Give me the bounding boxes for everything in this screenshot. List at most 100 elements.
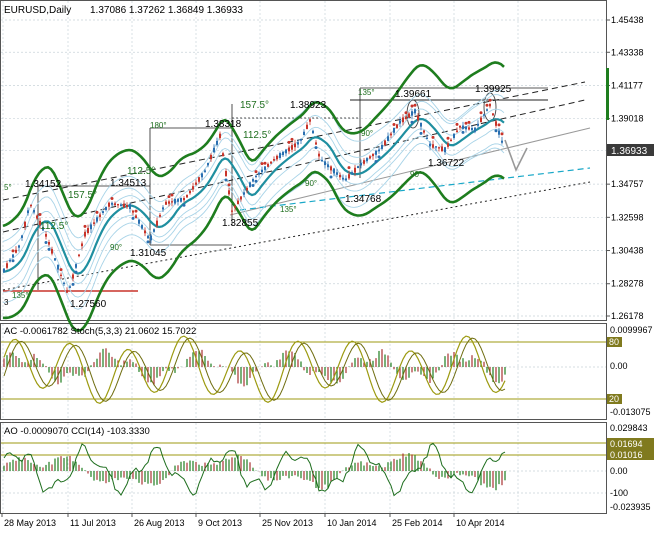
candle-body [258,172,260,175]
candle-body [153,229,155,232]
candle-body [279,153,281,158]
candle-body [396,124,398,128]
candle-body [327,164,329,168]
candle-body [429,143,431,147]
candle-body [462,125,464,129]
candle-body [288,147,290,152]
time-tick-label: 25 Feb 2014 [392,518,443,528]
candle-body [381,144,383,149]
ao-level-2-box [607,449,654,460]
annotation-label: 1.32855 [222,218,259,229]
candle-body [21,235,23,238]
price-tick-label: 1.41177 [611,80,643,90]
candle-body [318,153,320,157]
fractal-up-marker [446,136,450,140]
candle-body [315,142,317,145]
candle-body [24,221,26,227]
candle-body [75,264,77,268]
candle-body [483,114,485,116]
candle-body [147,235,149,239]
candle-body [297,142,299,145]
annotation-label: 90° [410,170,422,179]
annotation-label: 135° [280,205,297,214]
candle-body [294,143,296,148]
fractal-up-marker [497,123,501,127]
candle-body [66,290,68,293]
annotation-label: 157.5° [240,100,269,111]
annotation-label: 1.36722 [428,158,465,169]
fractal-up-marker [287,140,291,144]
fractal-up-marker [464,121,468,125]
ao-level-1-box [607,438,654,449]
ao-level-2: 0.01016 [610,450,643,460]
fractal-down-marker [131,216,135,220]
candle-body [432,144,434,148]
candle-body [252,179,254,182]
annotation-label: 1.38318 [205,119,242,130]
candle-body [189,190,191,194]
ao-level-1: 0.01694 [610,439,643,449]
time-tick-label: 11 Jul 2013 [70,518,116,528]
candle-body [489,103,491,107]
time-tick-label: 10 Jan 2014 [327,518,377,528]
candle-body [129,204,131,209]
candle-body [168,201,170,204]
annotation-label: 90° [110,243,122,252]
fractal-up-marker [263,161,267,165]
moving-average-line [2,117,505,275]
candle-body [162,207,164,210]
candle-body [498,130,500,135]
candle-body [192,186,194,190]
fractal-up-marker [404,111,408,115]
candle-body [333,168,335,174]
candle-body [201,173,203,178]
candle-body [219,133,221,138]
ac-tick-bottom: -0.013075 [610,407,651,417]
fractal-up-marker [254,170,258,174]
candle-body [30,204,32,207]
candle-body [6,263,8,268]
candle-body [486,109,488,111]
candle-body [180,197,182,202]
price-annotations: 1.34152 1.34513 1.38318 1.38923 1.39661 1.399… [4,84,512,310]
price-panel[interactable] [0,0,607,321]
fractal-up-marker [167,195,171,199]
candle-body [48,242,50,245]
fractal-up-marker [134,209,138,213]
candle-body [495,121,497,126]
ao-panel[interactable] [0,422,607,514]
trendline-cyan-dashed [239,167,591,211]
ac-panel[interactable] [0,323,607,420]
candle-body [273,159,275,161]
annotation-label: 112.5° [127,166,155,177]
candle-body [186,194,188,198]
fractal-up-marker [83,224,87,228]
candle-body [240,196,242,200]
price-tick-label: 1.30438 [611,246,644,256]
candle-body [360,163,362,166]
price-tick-label: 1.28278 [611,279,644,289]
envelope-inner-lower-1 [2,128,505,285]
candle-body [105,206,107,210]
candle-body [366,158,368,162]
candle-body [435,146,437,148]
candle-body [444,147,446,153]
time-tick-label: 10 Apr 2014 [456,518,505,528]
price-tick-label: 1.39018 [611,114,644,124]
candle-body [177,199,179,202]
candle-body [357,166,359,169]
fractal-up-marker [59,268,63,272]
fractal-down-marker [461,130,465,134]
ac-level-20: 20 [609,394,619,404]
candle-body [171,201,173,203]
annotation-label: 135° [12,291,29,300]
ao-tick-top: 0.029843 [610,423,648,433]
candle-body [369,156,371,159]
candle-body [198,177,200,182]
candle-body [447,143,449,147]
candle-body [84,231,86,237]
candle-body [9,260,11,262]
ac-tick-mid: 0.00 [610,361,628,371]
price-tick-label: 1.26178 [611,311,644,321]
